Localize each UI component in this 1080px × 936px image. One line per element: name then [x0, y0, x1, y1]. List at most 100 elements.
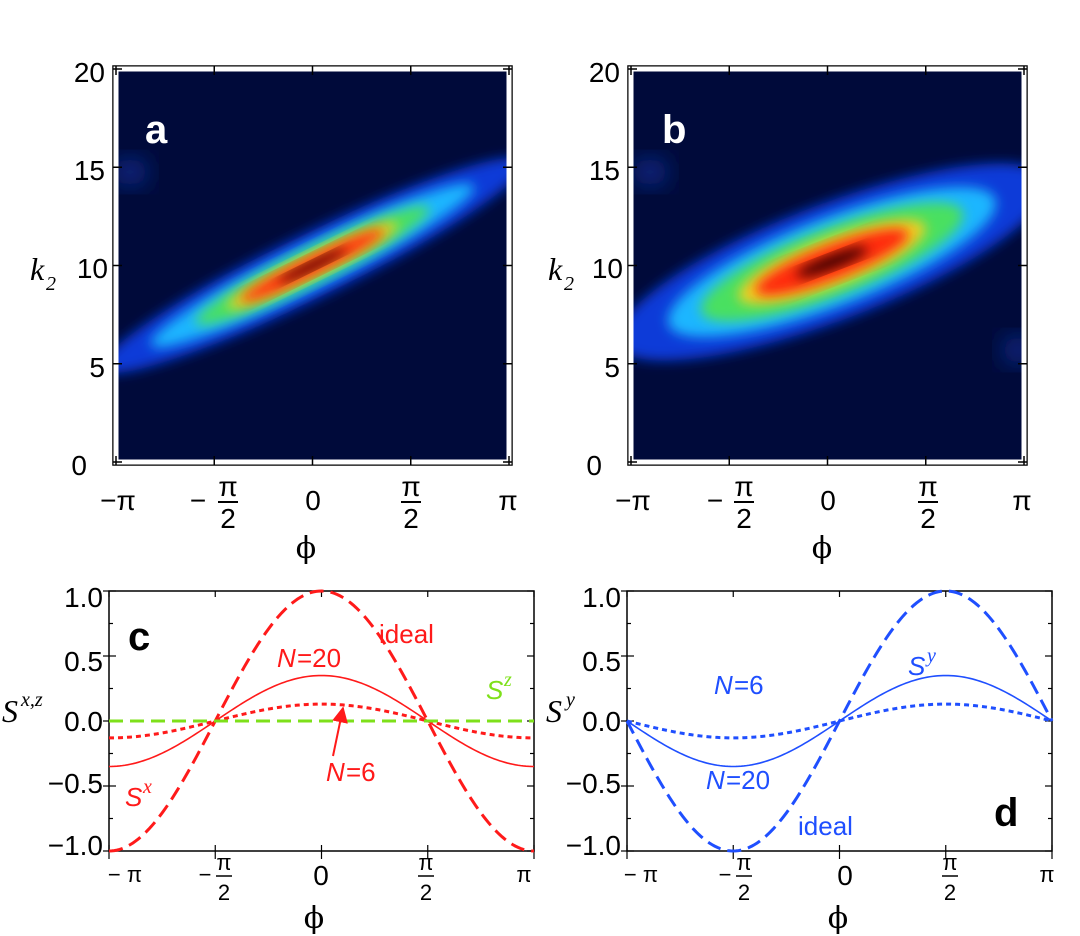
- label-d-sy: S y: [908, 645, 936, 681]
- ticks-c: [103, 590, 535, 859]
- svg-text:=6: =6: [734, 670, 764, 700]
- svg-text:S: S: [908, 651, 926, 681]
- xticks-d: − π − π 2 0 π 2 π: [624, 850, 1055, 905]
- xtick-b-mpi2: − π 2: [707, 471, 754, 534]
- xtick-c-0: 0: [313, 860, 329, 891]
- xtick-a-pi: π: [498, 485, 517, 516]
- xtick-a-0: 0: [305, 485, 321, 516]
- xlabel-b: ϕ: [812, 531, 832, 566]
- panel-label-d: d: [994, 791, 1018, 835]
- xtick-d-mpi: − π: [624, 862, 658, 887]
- svg-text:π: π: [216, 850, 231, 875]
- ylabel-a: k 2: [30, 251, 56, 295]
- svg-text:π: π: [942, 850, 957, 875]
- xtick-c-pi: π: [516, 862, 531, 887]
- panel-c-line-chart: c 1.0 0.5 0.0 −0.5 −1.0 S x,z − π − π 2 …: [2, 582, 535, 936]
- ticks-b: [628, 66, 1027, 465]
- svg-text:−: −: [190, 485, 206, 516]
- svg-text:−: −: [719, 862, 732, 887]
- series-line-n-20: [626, 674, 1053, 768]
- xlabel-a: ϕ: [296, 531, 316, 566]
- label-c-sx: S x: [125, 776, 152, 812]
- ytick-a-20: 20: [74, 57, 105, 88]
- arrow-c-n6: [332, 706, 348, 757]
- svg-text:−: −: [707, 485, 723, 516]
- ylabel-c: S x,z: [2, 689, 43, 729]
- svg-text:S: S: [125, 782, 143, 812]
- panel-label-a: a: [145, 108, 168, 152]
- ytick-b-0: 0: [586, 450, 602, 481]
- svg-text:y: y: [925, 645, 936, 667]
- ytick-d-m1: −1.0: [566, 830, 621, 861]
- ytick-d-1: 1.0: [582, 582, 621, 613]
- svg-text:y: y: [564, 689, 575, 711]
- ytick-a-0: 0: [71, 450, 87, 481]
- svg-text:x,z: x,z: [20, 689, 43, 711]
- ytick-c-1: 1.0: [64, 582, 103, 613]
- label-d-n6: N =6: [714, 670, 764, 700]
- heatmap-b-density: [631, 158, 1024, 364]
- svg-text:2: 2: [944, 880, 956, 905]
- svg-text:k: k: [30, 251, 45, 287]
- label-d-n20: N =20: [706, 765, 770, 795]
- svg-text:2: 2: [920, 503, 936, 534]
- xlabel-c: ϕ: [304, 901, 324, 936]
- svg-text:=20: =20: [297, 643, 341, 673]
- svg-text:2: 2: [46, 273, 56, 295]
- xtick-c-mpi2: − π 2: [199, 850, 232, 905]
- xticks-a: −π − π 2 0 π 2 π: [100, 471, 518, 534]
- xlabel-d: ϕ: [828, 901, 848, 936]
- ylabel-d: S y: [546, 689, 575, 729]
- series-c: [108, 589, 535, 853]
- ytick-c-0: 0.0: [64, 706, 103, 737]
- xticks-b: −π − π 2 0 π 2 π: [615, 471, 1032, 534]
- svg-text:S: S: [2, 693, 18, 729]
- xtick-d-pi2: π 2: [942, 850, 958, 905]
- svg-text:π: π: [734, 471, 753, 502]
- ticks-a: [113, 66, 512, 465]
- svg-text:N: N: [326, 757, 345, 787]
- series-line-ideal: [108, 589, 535, 853]
- svg-text:k: k: [548, 251, 563, 287]
- svg-text:S: S: [546, 693, 562, 729]
- xtick-c-mpi: − π: [108, 862, 142, 887]
- ytick-d-0.5: 0.5: [582, 646, 621, 677]
- xtick-b-pi: π: [1012, 485, 1031, 516]
- ytick-d-0: 0.0: [582, 706, 621, 737]
- ytick-b-5: 5: [604, 352, 620, 383]
- svg-text:π: π: [218, 471, 237, 502]
- svg-text:2: 2: [420, 880, 432, 905]
- label-c-sz: S z: [486, 669, 512, 705]
- svg-text:2: 2: [738, 880, 750, 905]
- ytick-a-15: 15: [74, 155, 105, 186]
- xtick-a-pi2: π 2: [401, 471, 421, 534]
- panel-label-c: c: [128, 615, 150, 659]
- label-c-n20: N =20: [277, 643, 341, 673]
- xtick-b-0: 0: [820, 485, 836, 516]
- series-line-n-6: [626, 702, 1053, 740]
- svg-text:π: π: [736, 850, 751, 875]
- svg-text:2: 2: [403, 503, 419, 534]
- svg-text:=20: =20: [726, 765, 770, 795]
- xticks-c: − π − π 2 0 π 2 π: [108, 850, 532, 905]
- svg-text:2: 2: [218, 880, 230, 905]
- panel-label-b: b: [662, 108, 686, 152]
- svg-text:2: 2: [220, 503, 236, 534]
- series-line-n-20: [108, 674, 535, 768]
- svg-text:=6: =6: [346, 757, 376, 787]
- svg-text:2: 2: [564, 273, 574, 295]
- series-d: [625, 589, 1054, 853]
- ytick-c-m1: −1.0: [48, 830, 103, 861]
- ytick-b-10: 10: [592, 253, 623, 284]
- xtick-b-pi2: π 2: [918, 471, 938, 534]
- label-c-ideal: ideal: [379, 619, 434, 649]
- panel-a-heatmap: a 0 5 10 15 20 k 2 −π − π 2 0 π 2 π ϕ: [30, 57, 518, 566]
- series-line-n-6: [108, 702, 535, 740]
- svg-text:N: N: [277, 643, 296, 673]
- ytick-b-20: 20: [589, 57, 620, 88]
- svg-text:π: π: [418, 850, 433, 875]
- xtick-d-mpi2: − π 2: [719, 850, 752, 905]
- ytick-b-15: 15: [589, 155, 620, 186]
- label-c-n6: N =6: [326, 757, 376, 787]
